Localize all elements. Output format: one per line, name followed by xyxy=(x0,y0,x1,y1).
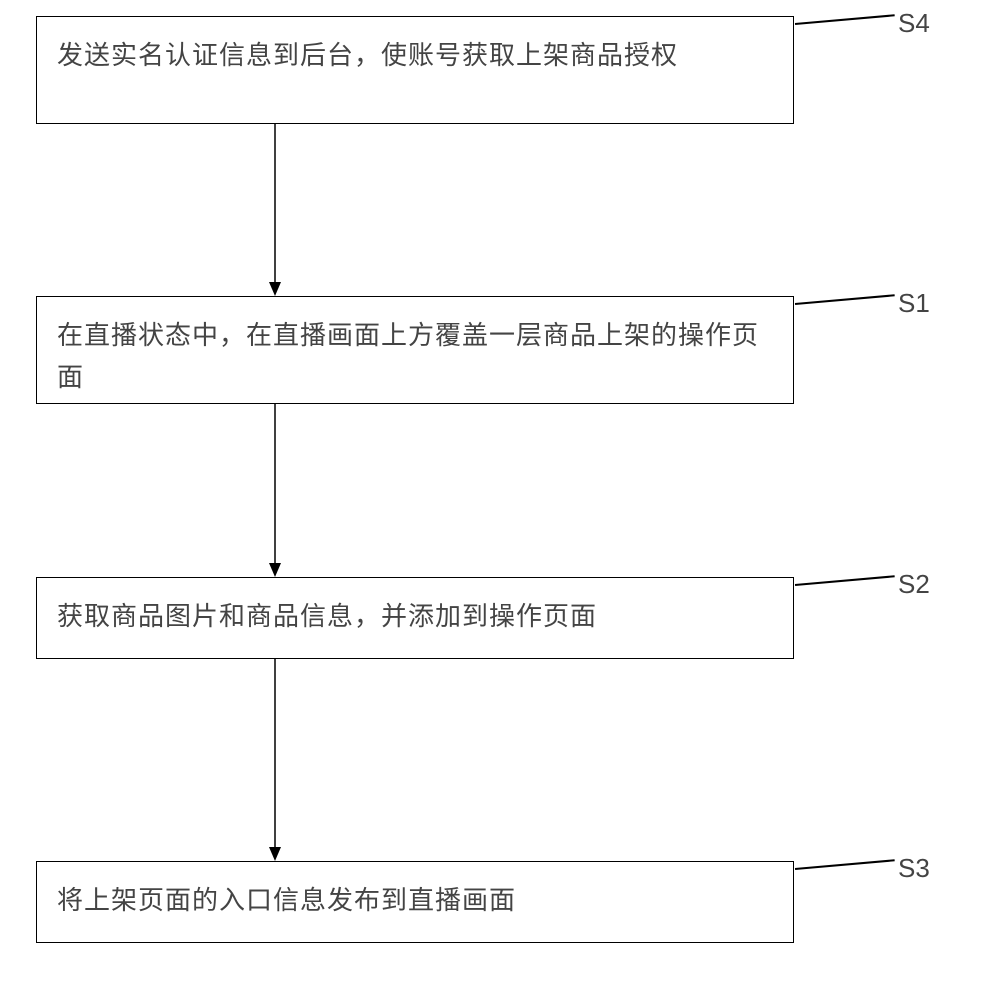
arrow-s2-s3 xyxy=(267,659,283,861)
flow-node-s3-text: 将上架页面的入口信息发布到直播画面 xyxy=(57,880,516,922)
flowchart-container: 发送实名认证信息到后台，使账号获取上架商品授权 S4 在直播状态中，在直播画面上… xyxy=(0,0,985,1000)
flow-node-s2: 获取商品图片和商品信息，并添加到操作页面 xyxy=(36,577,794,659)
flow-label-s2: S2 xyxy=(898,569,930,600)
flow-node-s4-text: 发送实名认证信息到后台，使账号获取上架商品授权 xyxy=(57,35,678,77)
arrow-s1-s2 xyxy=(267,404,283,577)
flow-label-s3: S3 xyxy=(898,853,930,884)
label-connector-s3 xyxy=(795,859,895,869)
flow-node-s1-text: 在直播状态中，在直播画面上方覆盖一层商品上架的操作页面 xyxy=(57,315,773,398)
flow-label-s1: S1 xyxy=(898,288,930,319)
flow-label-s4: S4 xyxy=(898,8,930,39)
label-connector-s1 xyxy=(795,294,895,304)
flow-node-s2-text: 获取商品图片和商品信息，并添加到操作页面 xyxy=(57,596,597,638)
flow-node-s1: 在直播状态中，在直播画面上方覆盖一层商品上架的操作页面 xyxy=(36,296,794,404)
label-connector-s2 xyxy=(795,575,895,585)
label-connector-s4 xyxy=(795,14,895,24)
flow-node-s4: 发送实名认证信息到后台，使账号获取上架商品授权 xyxy=(36,16,794,124)
flow-node-s3: 将上架页面的入口信息发布到直播画面 xyxy=(36,861,794,943)
arrow-s4-s1 xyxy=(267,124,283,296)
